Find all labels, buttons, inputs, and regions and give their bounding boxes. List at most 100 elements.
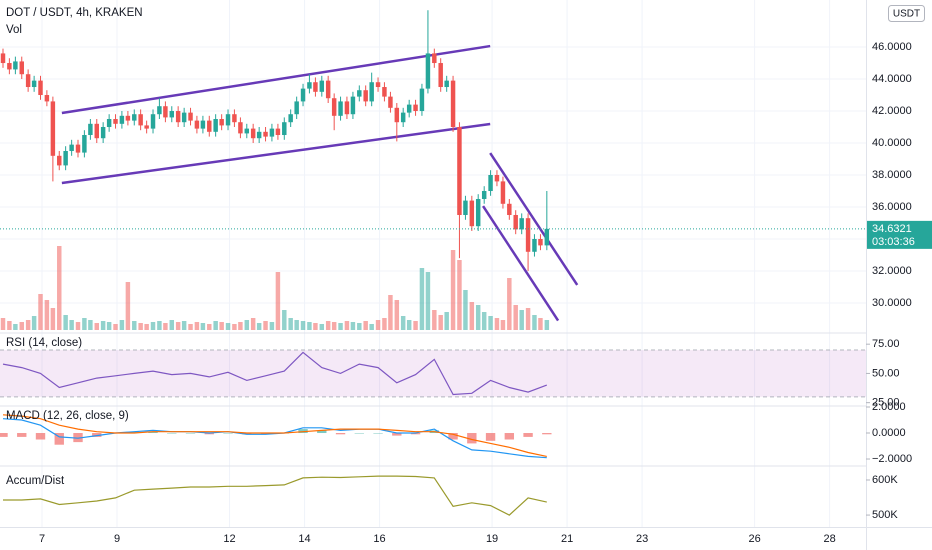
volume-bar [382, 318, 387, 330]
volume-bar [63, 315, 68, 330]
candle-body [450, 80, 456, 128]
candle-body [457, 127, 462, 215]
labels: DOT / USDT, 4h, KRAKEN Vol RSI (14, clos… [6, 7, 143, 487]
histogram-bar [448, 433, 458, 440]
volume-bar [219, 322, 224, 330]
histogram-bar [204, 433, 214, 435]
histogram-bar [542, 433, 552, 435]
y-tick-label: 44.0000 [872, 73, 912, 85]
y-tick-label: 40.0000 [872, 137, 912, 149]
volume-bar [113, 324, 118, 330]
volume-bar [138, 323, 143, 330]
volume-bar [344, 321, 350, 330]
volume-bar [538, 318, 543, 330]
volume-bar [282, 310, 287, 330]
trend-line [489, 152, 579, 286]
candle-body [363, 90, 368, 102]
volume-bar [519, 310, 524, 330]
volume-bar [132, 321, 137, 330]
candle-body [350, 96, 356, 115]
histogram-bar [0, 433, 8, 437]
candle-body [294, 101, 299, 115]
candle-body [331, 98, 337, 116]
candle-body [432, 53, 437, 64]
x-tick-label: 23 [636, 533, 648, 545]
volume-bar [350, 322, 356, 330]
volume-bar [0, 318, 6, 330]
volume-bar [38, 294, 43, 330]
histogram-bar [467, 433, 477, 444]
x-tick-label: 26 [748, 533, 760, 545]
volume-bar [82, 318, 87, 330]
volume-bar [181, 321, 187, 330]
volume-bar [31, 316, 37, 330]
candle-body [288, 114, 293, 123]
volume-bar [294, 320, 299, 330]
volume-bar [119, 320, 125, 330]
histogram-bar [392, 433, 402, 436]
volume-bar [207, 324, 212, 330]
volume-bar [250, 318, 256, 330]
y-tick-label: 38.0000 [872, 169, 912, 181]
volume-bar [75, 322, 81, 330]
macd-title: MACD (12, 26, close, 9) [6, 410, 129, 422]
histogram-bar [523, 433, 533, 437]
volume-bar [57, 246, 62, 330]
candle-body [175, 111, 181, 123]
currency-button[interactable] [888, 5, 925, 22]
grid [0, 0, 866, 527]
x-tick-label: 28 [823, 533, 835, 545]
histogram-bar [167, 433, 177, 434]
candle-body [63, 151, 68, 166]
volume-bar [369, 324, 374, 330]
candle-body [69, 144, 74, 152]
candle-body [75, 144, 81, 153]
candle-body [194, 120, 200, 129]
x-tick-label: 12 [223, 533, 235, 545]
candle-body [31, 80, 37, 88]
candle-body [219, 119, 224, 126]
candle-body [300, 88, 306, 102]
histogram-bar [185, 433, 196, 434]
candle-body [119, 115, 125, 124]
volume-bar [50, 308, 56, 330]
volume-bar [463, 290, 468, 330]
currency-label[interactable]: USDT [893, 9, 920, 20]
histogram-bar [354, 433, 364, 434]
marks [0, 10, 866, 516]
candle-body [88, 123, 93, 136]
volume-bar [444, 312, 449, 330]
histogram-bar [373, 433, 383, 434]
volume-bar [432, 310, 437, 330]
volume-bar [481, 312, 487, 330]
volume-bar [69, 320, 74, 330]
candle-body [263, 131, 268, 137]
candle-body [232, 114, 237, 123]
indicator-line [3, 475, 547, 516]
candle-body [413, 104, 418, 112]
candle-body [188, 112, 193, 121]
candle-body [13, 61, 18, 70]
ad-title: Accum/Dist [6, 475, 65, 487]
rsi-band [0, 350, 866, 397]
candle-body [94, 123, 99, 139]
volume-bar [544, 320, 550, 330]
volume-bar [307, 322, 312, 330]
volume-bar [494, 318, 500, 330]
histogram-bar [92, 433, 102, 437]
volume-bar [313, 323, 318, 330]
y-tick-label: 50.00 [872, 367, 900, 379]
volume-bar [388, 295, 393, 330]
candle-body [344, 101, 350, 115]
volume-bar [532, 315, 537, 330]
volume-bar [238, 322, 243, 330]
candle-body [269, 128, 275, 137]
volume-bar [144, 324, 149, 330]
candle-body [488, 174, 493, 191]
trend-line [61, 44, 491, 115]
volume-bar [200, 323, 206, 330]
volume-bar [7, 321, 12, 330]
candle-body [238, 122, 243, 134]
candle-body [244, 128, 250, 134]
